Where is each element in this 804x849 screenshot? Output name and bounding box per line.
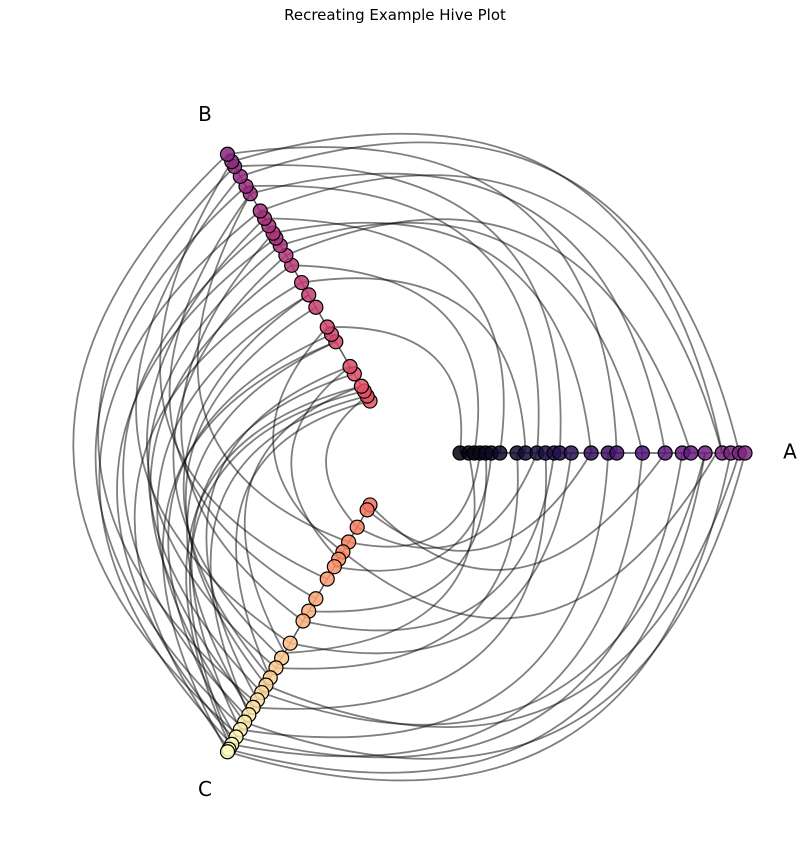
edge-A-B	[234, 164, 562, 454]
edge-A-B	[301, 277, 527, 454]
edge-B-C	[205, 365, 351, 701]
edge-B-C	[235, 400, 371, 679]
node-B-8	[319, 319, 335, 335]
edge-B-C	[209, 395, 368, 716]
node-B-19	[252, 203, 268, 219]
edge-A-C	[302, 452, 555, 632]
node-C-6	[326, 559, 342, 575]
edge-B-C	[72, 153, 239, 736]
edge-B-C	[290, 365, 351, 560]
node-B-9	[308, 299, 324, 315]
node-B-11	[294, 274, 310, 291]
node-A-17	[634, 445, 651, 461]
edge-A-B	[285, 218, 692, 454]
edge-B-C	[168, 193, 317, 600]
edge-A-B	[291, 264, 480, 454]
edge-B-C	[182, 294, 310, 679]
edge-B-C	[159, 161, 328, 580]
edge-A-B	[272, 221, 592, 454]
axis-label-C: C	[198, 777, 212, 801]
edge-A-B	[227, 146, 618, 454]
edge-A-C	[235, 452, 684, 759]
edge-A-C	[227, 452, 732, 782]
node-C-2	[349, 519, 365, 535]
edge-A-B	[279, 221, 644, 454]
edge-B-C	[186, 340, 337, 713]
node-A-16	[609, 445, 625, 461]
edge-B-C	[180, 232, 304, 622]
node-B-3	[353, 378, 370, 394]
node-C-11	[282, 635, 298, 651]
edge-A-C	[253, 452, 547, 710]
node-C-7	[319, 571, 335, 587]
node-B-5	[342, 358, 358, 375]
edge-A-C	[265, 452, 741, 728]
axis-labels: A B C	[198, 102, 797, 801]
node-C-1	[359, 502, 375, 518]
axis-label-A: A	[783, 440, 797, 464]
edge-C-A	[342, 452, 718, 620]
edge-A-C	[290, 452, 573, 655]
edge-B-C	[94, 185, 247, 728]
node-A-21	[697, 445, 713, 461]
node-C-10	[295, 613, 311, 629]
edge-B-C	[146, 217, 277, 669]
node-C-25	[219, 744, 236, 760]
node-A-25	[737, 445, 753, 461]
edge-A-B	[240, 141, 741, 454]
edge-C-A	[348, 452, 481, 548]
edge-A-B	[250, 172, 667, 454]
edge-B-C	[325, 395, 368, 528]
nodes-layer	[219, 146, 753, 760]
edge-A-C	[231, 452, 644, 758]
edge-B-C	[172, 254, 287, 659]
node-A-6	[492, 445, 508, 461]
edge-A-C	[240, 452, 610, 739]
edge-B-C	[196, 193, 349, 543]
edge-A-C	[244, 452, 746, 760]
edge-B-C	[135, 175, 291, 644]
edge-A-B	[264, 217, 505, 454]
edge-A-C	[261, 452, 706, 726]
edge-A-B	[327, 326, 463, 454]
edge-C-A	[369, 452, 666, 571]
edge-A-B	[259, 174, 724, 454]
edge-C-A	[356, 452, 538, 549]
node-B-25	[219, 146, 236, 162]
axis-label-B: B	[198, 102, 212, 126]
node-A-18	[657, 445, 673, 461]
node-A-20	[683, 445, 699, 461]
edge-B-C	[149, 264, 293, 708]
edge-C-A	[366, 452, 592, 552]
edges-layer	[72, 132, 746, 782]
edge-A-C	[228, 452, 706, 774]
edge-B-C	[185, 385, 362, 748]
edge-B-C	[167, 333, 332, 738]
edge-B-C	[243, 385, 362, 654]
node-B-10	[301, 287, 317, 303]
node-A-14	[583, 445, 599, 461]
edge-A-C	[275, 452, 519, 670]
edge-B-C	[133, 281, 303, 750]
edge-B-C	[116, 237, 277, 741]
chart-title: Recreating Example Hive Plot	[284, 6, 506, 24]
node-A-13	[563, 445, 579, 461]
edge-B-C	[97, 165, 257, 704]
node-C-8	[308, 591, 324, 607]
edge-C-A	[284, 452, 476, 654]
